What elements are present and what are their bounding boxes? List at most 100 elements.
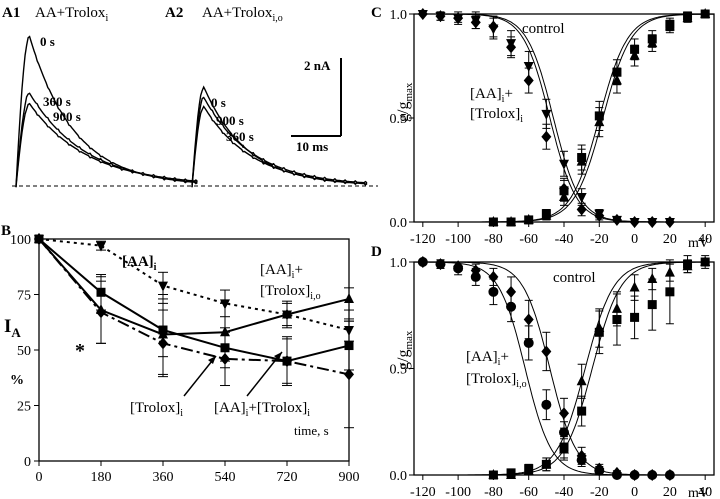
panel-a2-letter: A2	[165, 5, 183, 21]
d-point-3-3	[541, 459, 551, 469]
c-xtick-label-4: -40	[555, 232, 574, 247]
c-point-1-0	[417, 10, 428, 20]
panel-d-xunit: mV	[688, 486, 709, 499]
panel-c-control-label: control	[522, 21, 565, 37]
c-point-1-13	[647, 218, 658, 228]
d-point-3-10	[665, 287, 675, 297]
a2-traces-trace-2	[191, 105, 368, 188]
c-xtick-label-7: 20	[663, 232, 677, 247]
c-point-3-6	[594, 116, 605, 127]
a1-trace-label-0: 0 s	[40, 34, 55, 49]
b-xtick-label-4: 720	[277, 470, 298, 485]
d-point-1-13	[647, 470, 658, 480]
d-point-3-0	[488, 470, 498, 480]
panel-d-control-label: control	[553, 270, 596, 286]
panel-c-ylabel: g/gmax	[395, 82, 415, 122]
c-point-1-9	[576, 193, 587, 204]
b-ytick-label-4: 100	[10, 233, 31, 248]
b-series-line-3	[38, 238, 350, 376]
c-point-3-0	[488, 216, 499, 226]
b-xtick-label-3: 540	[215, 470, 236, 485]
d-xtick-label-8: 40	[698, 485, 712, 499]
b-series-line-0	[38, 238, 350, 331]
panel-b: B IA % time, s * 0 180 360 540 720 900 0 25 50 75…	[1, 223, 360, 485]
d-point-3-12	[700, 257, 710, 267]
panel-c-series	[414, 8, 714, 228]
c-point-1-1	[435, 12, 446, 23]
a2-trace-label-2: 360 s	[226, 129, 254, 144]
d-xtick-label-1: -100	[445, 485, 471, 499]
b-point-3-4	[282, 355, 292, 368]
d-xtick-label-4: -40	[555, 485, 574, 499]
d-point-2-8	[629, 281, 640, 292]
a1-traces-trace-0	[15, 35, 198, 188]
panel-d-ylabel: g/gmax	[395, 330, 415, 370]
c-point-3-7	[611, 74, 622, 85]
panel-d: D g/gmax mV -120 -100 -80 -60 -40 -20 0 20 40 0.0…	[371, 244, 715, 499]
c-point-1-6	[523, 62, 534, 72]
arrowhead-trolox-i	[208, 356, 216, 364]
c-point-3-5	[576, 155, 587, 166]
label-aa-trolox-io-line1: [AA]i+	[260, 262, 303, 281]
c-xtick-label-8: 40	[698, 232, 712, 247]
c-point-1-2	[453, 14, 464, 25]
d-point-3-8	[630, 312, 640, 322]
arrowhead-aa-trolox-i	[274, 352, 282, 360]
d-point-0-8	[559, 407, 569, 420]
panel-d-series	[413, 255, 714, 481]
d-fit-3	[414, 261, 714, 476]
c-point-1-14	[664, 218, 675, 228]
c-point-3-2	[523, 213, 534, 224]
c-point-1-11	[611, 215, 622, 226]
d-point-1-5	[506, 301, 517, 312]
a2-trace-label-1: 900 s	[216, 113, 244, 128]
d-ytick-label-1: 0.5	[390, 363, 408, 378]
d-xtick-label-5: -20	[590, 485, 609, 499]
b-point-0-1	[96, 241, 106, 252]
c-point-1-12	[629, 218, 640, 228]
a1-traces-trace-2	[15, 102, 198, 188]
c-point-3-10	[664, 20, 675, 31]
d-point-3-4	[559, 442, 569, 452]
panel-c-letter: C	[371, 5, 382, 21]
label-aa: [AA]i	[122, 254, 157, 273]
d-point-3-1	[506, 468, 516, 478]
d-point-3-11	[683, 259, 693, 269]
b-point-3-0	[34, 233, 44, 245]
d-ytick-label-0: 0.0	[390, 469, 408, 484]
d-xtick-label-0: -120	[410, 485, 436, 499]
b-point-3-5	[344, 368, 354, 381]
d-ytick-label-2: 1.0	[390, 256, 408, 271]
panel-d-axes: -120 -100 -80 -60 -40 -20 0 20 40 0.0 0.5 1.0	[390, 256, 715, 499]
panel-a1: A1 AA+Troloxi 0 s 360 s 900 s	[2, 5, 222, 188]
b-xtick-label-0: 0	[36, 470, 43, 485]
d-point-0-7	[541, 345, 552, 358]
panel-b-series	[34, 233, 354, 429]
c-point-3-12	[700, 8, 711, 18]
c-point-3-11	[682, 12, 693, 23]
c-ytick-label-1: 0.5	[390, 112, 408, 127]
arrow-trolox-i	[183, 355, 217, 397]
panel-a1-traces	[15, 35, 198, 188]
c-ytick-label-0: 0.0	[390, 216, 408, 231]
d-point-0-6	[523, 313, 534, 326]
d-point-3-7	[612, 315, 622, 325]
b-point-3-1	[96, 306, 106, 319]
panel-a1-letter: A1	[2, 5, 20, 21]
c-point-1-5	[506, 39, 517, 50]
panel-d-label-line1: [AA]i+	[466, 349, 509, 368]
d-point-1-0	[417, 257, 428, 267]
d-point-1-2	[453, 263, 464, 274]
c-xtick-label-0: -120	[410, 232, 436, 247]
panel-b-ylabel: IA	[4, 316, 21, 340]
d-fit-1	[413, 261, 714, 476]
c-point-1-3	[470, 16, 481, 27]
d-xtick-label-6: 0	[631, 485, 638, 499]
panel-d-label-line2: [Trolox]i,o	[466, 371, 527, 390]
b-series-line-2	[38, 238, 350, 363]
c-point-3-1	[506, 216, 517, 226]
d-point-1-14	[664, 470, 675, 480]
d-point-2-9	[647, 273, 658, 284]
c-point-1-8	[559, 159, 569, 170]
d-point-1-4	[488, 286, 499, 297]
